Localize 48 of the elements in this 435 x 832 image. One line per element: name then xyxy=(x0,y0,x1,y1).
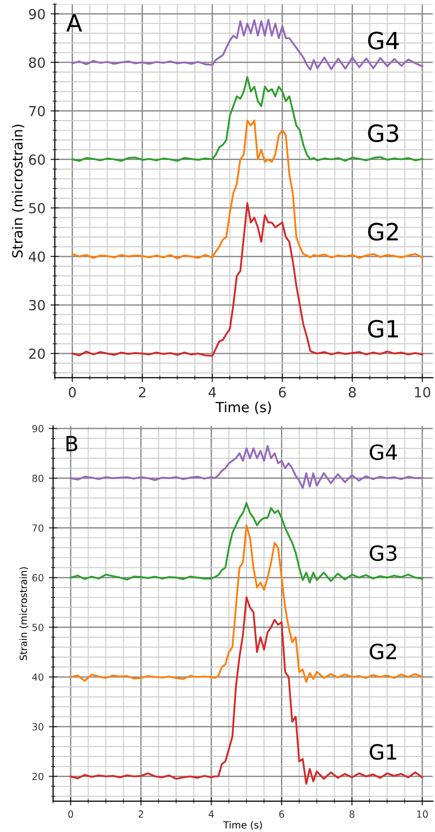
y-tick-label: 20 xyxy=(32,772,44,780)
y-tick-label: 20 xyxy=(29,348,45,359)
y-tick-label: 90 xyxy=(28,8,45,20)
line-series xyxy=(70,596,424,785)
y-tick-label: 40 xyxy=(32,673,44,681)
x-tick-label: 6 xyxy=(279,810,284,818)
y-tick-label: 90 xyxy=(32,424,44,432)
y-axis-title: Strain (microstrain) xyxy=(12,124,24,258)
line-series xyxy=(71,76,424,162)
series-label: G3 xyxy=(370,545,396,561)
y-tick-label: 60 xyxy=(32,574,44,582)
y-tick-label: 60 xyxy=(29,154,45,165)
x-tick-label: 10 xyxy=(417,810,428,818)
x-tick-label: 8 xyxy=(348,387,356,398)
annotation: A xyxy=(66,14,82,32)
series-label: G3 xyxy=(368,124,398,142)
annotation: B xyxy=(66,436,78,452)
x-axis-title: Time (s) xyxy=(216,402,271,414)
line-series xyxy=(70,502,424,584)
series-label: G2 xyxy=(368,222,398,241)
series-label: G4 xyxy=(368,32,399,50)
y-tick-label: 70 xyxy=(29,106,45,116)
line-series xyxy=(71,202,424,357)
x-tick-label: 10 xyxy=(415,387,430,398)
x-tick-label: 4 xyxy=(208,810,214,818)
y-tick-label: 80 xyxy=(29,57,45,68)
x-tick-label: 4 xyxy=(208,387,216,398)
x-axis-title: Time (s) xyxy=(223,821,262,830)
line-series xyxy=(70,524,424,683)
y-tick-label: 30 xyxy=(29,300,45,310)
y-tick-label: 30 xyxy=(32,723,44,730)
x-tick-label: 6 xyxy=(278,387,286,398)
series-label: G4 xyxy=(370,444,397,460)
x-tick-label: 2 xyxy=(138,810,144,818)
y-tick-label: 40 xyxy=(28,251,45,262)
x-tick-label: 0 xyxy=(68,387,76,398)
y-tick-label: 80 xyxy=(32,474,44,482)
line-series xyxy=(71,120,424,260)
y-tick-label: 50 xyxy=(32,624,44,632)
y-tick-label: 70 xyxy=(32,524,44,532)
series-label: G1 xyxy=(370,744,396,760)
x-tick-label: 8 xyxy=(350,810,354,818)
series-label: G1 xyxy=(368,320,398,338)
x-tick-label: 0 xyxy=(68,810,74,818)
x-tick-label: 2 xyxy=(138,387,146,398)
y-axis-title: Strain (microstrain) xyxy=(19,567,28,660)
series-label: G2 xyxy=(370,644,396,660)
y-tick-label: 50 xyxy=(29,202,45,214)
